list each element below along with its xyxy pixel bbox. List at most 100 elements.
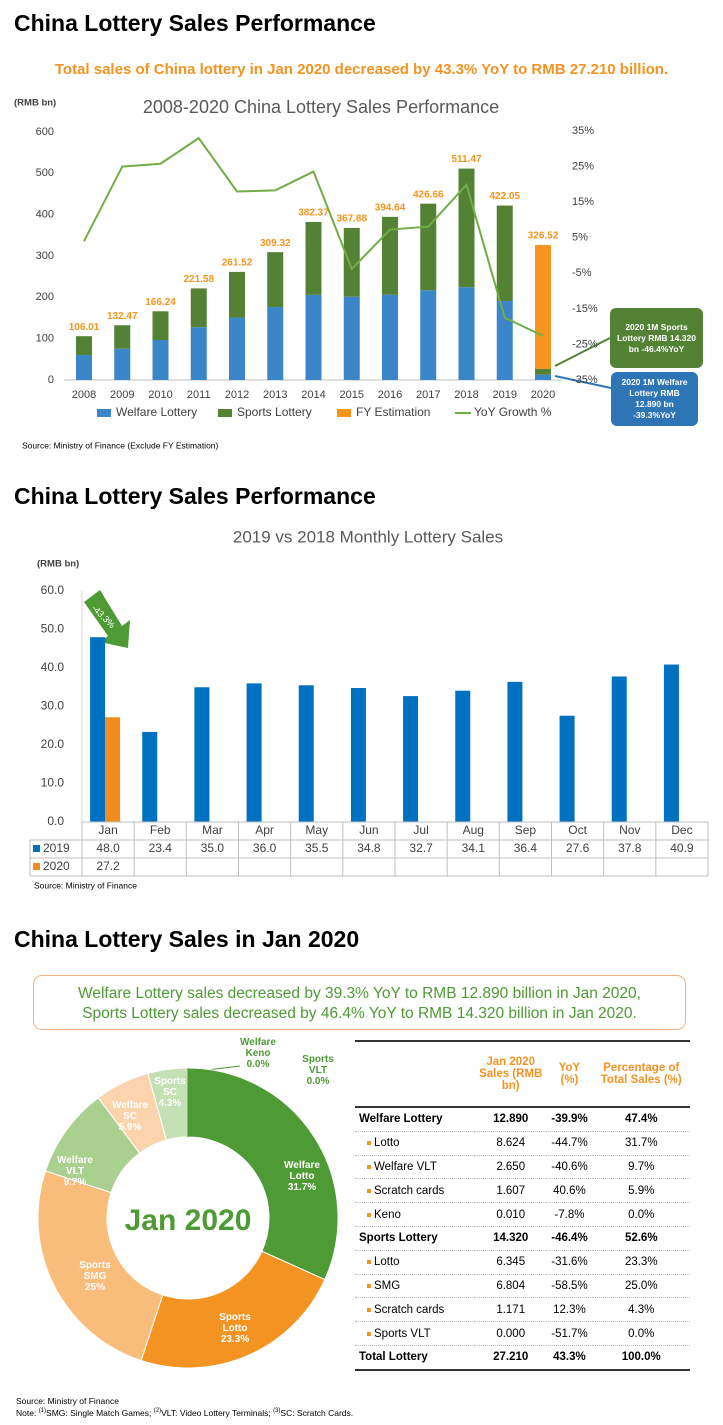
chart-title: 2008-2020 China Lottery Sales Performanc… <box>143 97 499 117</box>
table-cell: 9.7% <box>592 1155 690 1180</box>
slice-label: Welfare Keno 0.0% <box>226 1037 290 1070</box>
slice-name: Welfare VLT <box>57 1155 93 1177</box>
bar <box>267 252 284 308</box>
slice-name: Welfare Lotto <box>284 1160 320 1182</box>
headline: Total sales of China lottery in Jan 2020… <box>54 61 669 78</box>
legend-label: FY Estimation <box>356 405 430 419</box>
bar <box>382 216 398 295</box>
table-body: Welfare Lottery 12.890 -39.9% 47.4% Lotto 8.6… <box>355 1107 690 1371</box>
bar <box>403 696 419 822</box>
table-row: Welfare VLT 2.650 -40.6% 9.7% <box>355 1155 690 1180</box>
summary-line: Welfare Lottery sales decreased by 39.3%… <box>78 985 641 1002</box>
x-tick-label: 2018 <box>454 389 478 401</box>
y-tick-label: 60.0 <box>41 583 65 597</box>
x-tick-label: Feb <box>150 823 171 837</box>
y-tick-label: 200 <box>36 291 54 303</box>
x-tick-label: 2010 <box>148 389 172 401</box>
table-cell: -44.7% <box>546 1131 593 1156</box>
legend-swatch <box>33 863 40 870</box>
bar <box>496 205 513 301</box>
bar <box>535 374 551 380</box>
slice-value: 23.3% <box>220 1334 250 1345</box>
bar <box>76 336 92 356</box>
total-label: 511.47 <box>451 154 481 165</box>
line <box>83 136 544 337</box>
bar <box>535 368 551 375</box>
table-value: 35.5 <box>305 841 329 855</box>
table-cell: -51.7% <box>546 1321 593 1346</box>
total-label: 382.37 <box>298 208 329 219</box>
x-tick-label: Jun <box>359 823 378 837</box>
table-cell: Welfare Lottery <box>355 1107 475 1132</box>
header-cell <box>355 1040 475 1108</box>
table-value: 36.4 <box>514 841 538 855</box>
table-row: Scratch cards 1.171 12.3% 4.3% <box>355 1297 690 1323</box>
bar <box>507 681 523 822</box>
center-label: Jan 2020 <box>125 1204 252 1237</box>
y-tick-label: 600 <box>36 126 54 138</box>
legend-label: 2019 <box>43 841 70 855</box>
table-cell: Sports VLT <box>355 1321 475 1346</box>
note-part: (2) <box>153 1408 162 1415</box>
bar <box>343 227 360 297</box>
slice-value: 31.7% <box>287 1182 317 1193</box>
table-cell: 8.624 <box>475 1131 547 1156</box>
x-tick-label: Mar <box>202 823 223 837</box>
table-cell: 0.0% <box>592 1202 690 1227</box>
y-tick-label: 100 <box>36 333 54 345</box>
table-cell: 14.320 <box>475 1226 547 1251</box>
y2-tick-label: 15% <box>572 196 594 208</box>
x-tick-label: Jan <box>98 823 117 837</box>
table-cell: 52.6% <box>592 1226 690 1251</box>
table-cell: 23.3% <box>592 1250 690 1275</box>
table-row: Lotto 6.345 -31.6% 23.3% <box>355 1250 690 1275</box>
table-cell: -40.6% <box>546 1155 593 1180</box>
table-cell: Keno <box>355 1202 475 1227</box>
donut-slice <box>37 1170 164 1362</box>
table-cell: 4.3% <box>592 1297 690 1323</box>
table-cell: -58.5% <box>546 1274 593 1299</box>
table-cell: Lotto <box>355 1250 475 1275</box>
table-cell: -7.8% <box>546 1202 593 1227</box>
table-row: Scratch cards 1.607 40.6% 5.9% <box>355 1178 690 1204</box>
slice-name: Sports SC <box>154 1076 186 1098</box>
y2-tick-label: -15% <box>572 303 598 315</box>
table-cell: Scratch cards <box>355 1297 475 1323</box>
x-tick-label: 2012 <box>225 389 249 401</box>
slice-value: 25% <box>84 1282 105 1293</box>
table-cell: 0.0% <box>592 1321 690 1346</box>
total-label: 221.58 <box>183 274 214 285</box>
bar <box>105 717 121 822</box>
table-value: 27.2 <box>96 859 120 873</box>
x-tick-label: 2015 <box>340 389 364 401</box>
legend-label: Sports Lottery <box>237 405 312 419</box>
table-cell: Scratch cards <box>355 1178 475 1204</box>
table-cell: 31.7% <box>592 1131 690 1156</box>
callout-line <box>554 337 611 367</box>
table-cell: 47.4% <box>592 1107 690 1132</box>
bar <box>152 311 169 340</box>
y-axis-unit: (RMB bn) <box>37 559 79 570</box>
total-label: 422.05 <box>489 191 520 202</box>
y-tick-label: 40.0 <box>41 660 65 674</box>
table-cell: Lotto <box>355 1131 475 1156</box>
table-cell: -31.6% <box>546 1250 593 1275</box>
y-tick-label: 0.0 <box>47 814 64 828</box>
x-tick-label: 2011 <box>187 389 211 401</box>
y-tick-label: 500 <box>36 167 54 179</box>
bar <box>190 288 207 328</box>
note-part: SMG: Single Match Games; <box>46 1408 154 1418</box>
donut-slice <box>187 1067 339 1281</box>
x-tick-label: Jul <box>413 823 428 837</box>
bar <box>382 294 398 380</box>
table-header: Jan 2020 Sales (RMB bn) YoY (%) Percentage… <box>355 1040 690 1108</box>
table-value: 34.8 <box>357 841 381 855</box>
callout: 2020 1M Sports Lottery RMB 14.320 bn -46… <box>610 308 703 368</box>
table-cell: 1.607 <box>475 1178 547 1204</box>
table-cell: 43.3% <box>546 1345 593 1371</box>
x-tick-label: 2014 <box>301 389 325 401</box>
slice-value: 9.7% <box>63 1177 87 1188</box>
y-axis-unit: (RMB bn) <box>14 98 56 109</box>
table-cell: -39.9% <box>546 1107 593 1132</box>
